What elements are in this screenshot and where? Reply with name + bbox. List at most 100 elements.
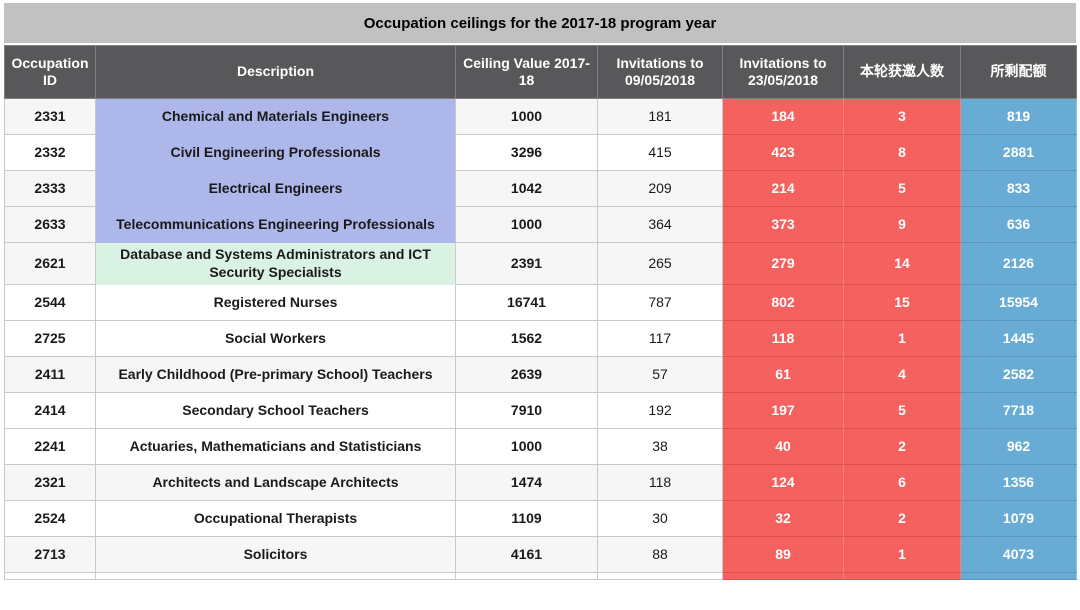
- cell-round-invited: 2: [843, 500, 961, 537]
- cell-description: Telecommunications Engineering Professio…: [95, 206, 456, 243]
- cell-occupation-id: 2333: [4, 170, 96, 207]
- cell-round-invited: 1: [843, 320, 961, 357]
- partial-cell: [597, 572, 723, 580]
- column-header-round: 本轮获邀人数: [843, 45, 961, 99]
- partial-row: [4, 572, 1077, 580]
- cell-invitations-2305: 197: [722, 392, 844, 429]
- column-header-id: Occupation ID: [4, 45, 96, 99]
- cell-description: Solicitors: [95, 536, 456, 573]
- cell-remaining-quota: 15954: [960, 284, 1077, 321]
- table-row: 2414 Secondary School Teachers 7910 192 197 5…: [4, 392, 1077, 429]
- cell-invitations-0905: 209: [597, 170, 723, 207]
- cell-invitations-2305: 373: [722, 206, 844, 243]
- cell-round-invited: 2: [843, 428, 961, 465]
- table-row: 2633 Telecommunications Engineering Profe…: [4, 206, 1077, 243]
- cell-invitations-2305: 32: [722, 500, 844, 537]
- cell-invitations-0905: 57: [597, 356, 723, 393]
- cell-invitations-0905: 415: [597, 134, 723, 171]
- cell-description: Secondary School Teachers: [95, 392, 456, 429]
- cell-invitations-2305: 184: [722, 98, 844, 135]
- cell-remaining-quota: 636: [960, 206, 1077, 243]
- cell-round-invited: 6: [843, 464, 961, 501]
- cell-invitations-0905: 118: [597, 464, 723, 501]
- table-row: 2332 Civil Engineering Professionals 3296 4…: [4, 134, 1077, 171]
- column-header-remaining: 所剩配额: [960, 45, 1077, 99]
- cell-occupation-id: 2241: [4, 428, 96, 465]
- cell-invitations-0905: 117: [597, 320, 723, 357]
- column-header-inv1: Invitations to 09/05/2018: [597, 45, 723, 99]
- cell-ceiling-value: 16741: [455, 284, 598, 321]
- table-row: 2321 Architects and Landscape Architects 1…: [4, 464, 1077, 501]
- cell-round-invited: 5: [843, 170, 961, 207]
- cell-invitations-2305: 423: [722, 134, 844, 171]
- cell-invitations-2305: 279: [722, 242, 844, 285]
- cell-remaining-quota: 1079: [960, 500, 1077, 537]
- cell-remaining-quota: 4073: [960, 536, 1077, 573]
- cell-invitations-0905: 265: [597, 242, 723, 285]
- cell-round-invited: 8: [843, 134, 961, 171]
- cell-invitations-0905: 38: [597, 428, 723, 465]
- cell-invitations-2305: 214: [722, 170, 844, 207]
- cell-invitations-0905: 181: [597, 98, 723, 135]
- cell-invitations-0905: 30: [597, 500, 723, 537]
- cell-ceiling-value: 1562: [455, 320, 598, 357]
- cell-description: Civil Engineering Professionals: [95, 134, 456, 171]
- cell-occupation-id: 2713: [4, 536, 96, 573]
- cell-occupation-id: 2411: [4, 356, 96, 393]
- cell-round-invited: 9: [843, 206, 961, 243]
- cell-invitations-0905: 787: [597, 284, 723, 321]
- cell-invitations-2305: 802: [722, 284, 844, 321]
- cell-description: Database and Systems Administrators and …: [95, 242, 456, 285]
- cell-round-invited: 1: [843, 536, 961, 573]
- table-row: 2331 Chemical and Materials Engineers 1000…: [4, 98, 1077, 135]
- cell-remaining-quota: 962: [960, 428, 1077, 465]
- table-row: 2411 Early Childhood (Pre-primary School)…: [4, 356, 1077, 393]
- cell-round-invited: 4: [843, 356, 961, 393]
- cell-occupation-id: 2414: [4, 392, 96, 429]
- cell-invitations-2305: 124: [722, 464, 844, 501]
- table-row: 2241 Actuaries, Mathematicians and Statis…: [4, 428, 1077, 465]
- partial-cell: [722, 572, 844, 580]
- cell-description: Registered Nurses: [95, 284, 456, 321]
- cell-invitations-0905: 192: [597, 392, 723, 429]
- partial-cell: [960, 572, 1077, 580]
- partial-cell: [4, 572, 96, 580]
- cell-ceiling-value: 1474: [455, 464, 598, 501]
- cell-invitations-2305: 61: [722, 356, 844, 393]
- cell-description: Social Workers: [95, 320, 456, 357]
- table-row: 2725 Social Workers 1562 117 118 1 1445: [4, 320, 1077, 357]
- cell-round-invited: 14: [843, 242, 961, 285]
- cell-occupation-id: 2621: [4, 242, 96, 285]
- cell-remaining-quota: 7718: [960, 392, 1077, 429]
- partial-cell: [455, 572, 598, 580]
- cell-round-invited: 3: [843, 98, 961, 135]
- cell-occupation-id: 2332: [4, 134, 96, 171]
- column-header-desc: Description: [95, 45, 456, 99]
- cell-remaining-quota: 2126: [960, 242, 1077, 285]
- cell-ceiling-value: 2391: [455, 242, 598, 285]
- cell-remaining-quota: 1445: [960, 320, 1077, 357]
- cell-description: Architects and Landscape Architects: [95, 464, 456, 501]
- partial-cell: [843, 572, 961, 580]
- cell-ceiling-value: 7910: [455, 392, 598, 429]
- cell-description: Actuaries, Mathematicians and Statistici…: [95, 428, 456, 465]
- cell-occupation-id: 2321: [4, 464, 96, 501]
- table-row: 2621 Database and Systems Administrators …: [4, 242, 1077, 285]
- cell-occupation-id: 2331: [4, 98, 96, 135]
- table-row: 2544 Registered Nurses 16741 787 802 15 15954: [4, 284, 1077, 321]
- cell-ceiling-value: 1000: [455, 428, 598, 465]
- table-row: 2713 Solicitors 4161 88 89 1 4073: [4, 536, 1077, 573]
- cell-ceiling-value: 1000: [455, 206, 598, 243]
- cell-occupation-id: 2524: [4, 500, 96, 537]
- partial-cell: [95, 572, 456, 580]
- cell-occupation-id: 2725: [4, 320, 96, 357]
- cell-ceiling-value: 4161: [455, 536, 598, 573]
- cell-round-invited: 15: [843, 284, 961, 321]
- cell-remaining-quota: 2582: [960, 356, 1077, 393]
- occupation-ceilings-table: Occupation ID Description Ceiling Value 20…: [4, 45, 1077, 580]
- cell-invitations-0905: 88: [597, 536, 723, 573]
- cell-invitations-2305: 89: [722, 536, 844, 573]
- cell-ceiling-value: 3296: [455, 134, 598, 171]
- cell-remaining-quota: 833: [960, 170, 1077, 207]
- cell-description: Chemical and Materials Engineers: [95, 98, 456, 135]
